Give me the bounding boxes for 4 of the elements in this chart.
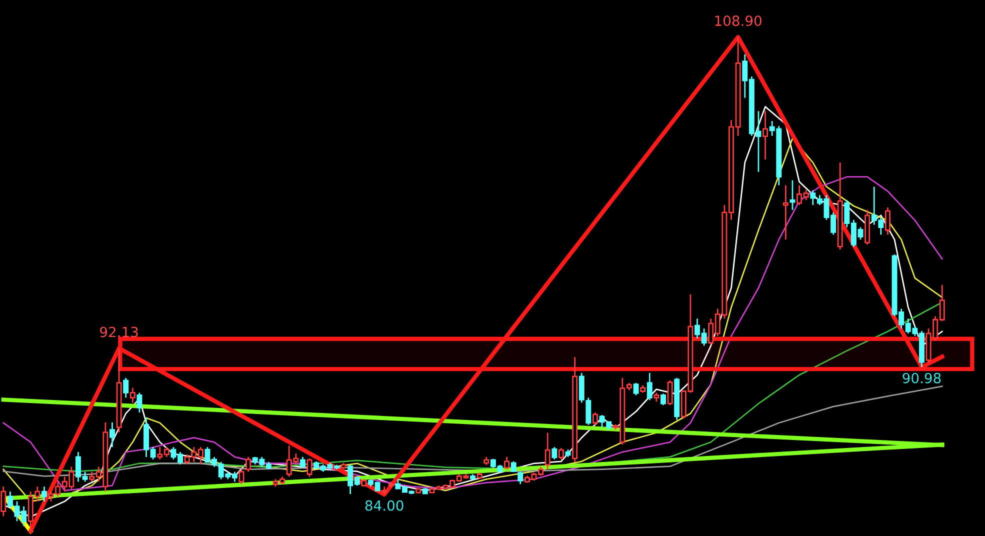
- annotation: 108.90: [715, 16, 762, 26]
- annotation: 84.00: [365, 500, 404, 511]
- annotation: 92.13: [100, 326, 138, 338]
- annotation: 90.98: [902, 372, 941, 384]
